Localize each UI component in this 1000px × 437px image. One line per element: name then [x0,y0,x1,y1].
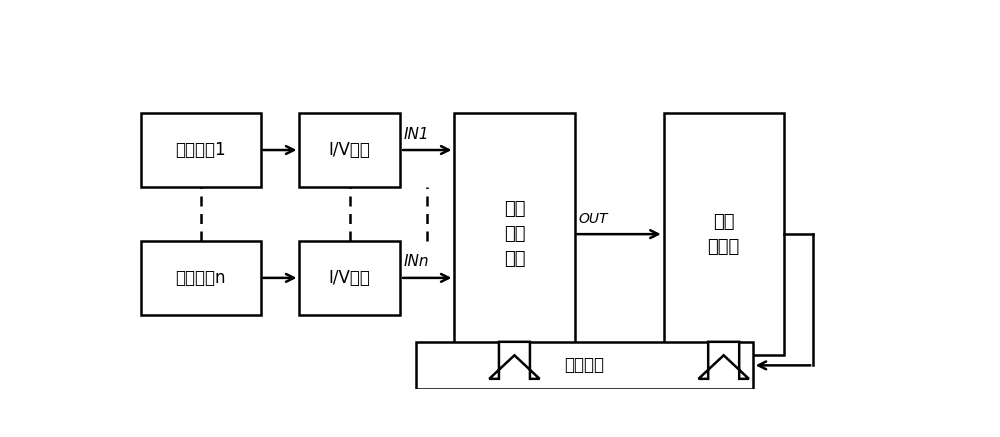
Polygon shape [698,342,749,379]
Bar [299,241,400,315]
Text: 多路
模拟
开关: 多路 模拟 开关 [504,200,525,268]
Text: OUT: OUT [578,212,608,226]
Text: I/V转换: I/V转换 [329,141,371,159]
Text: 探测信号n: 探测信号n [175,269,226,287]
Bar [299,113,400,187]
Polygon shape [489,342,540,379]
Bar [416,342,753,389]
Bar [140,241,261,315]
Bar [454,113,574,355]
Bar [140,113,261,187]
Bar [664,113,784,355]
Text: INn: INn [404,254,430,270]
Text: 主控制板: 主控制板 [564,357,604,375]
Text: 程控
放大器: 程控 放大器 [708,213,740,256]
Text: IN1: IN1 [404,127,430,142]
Text: I/V转换: I/V转换 [329,269,371,287]
Text: 探测信号1: 探测信号1 [175,141,226,159]
